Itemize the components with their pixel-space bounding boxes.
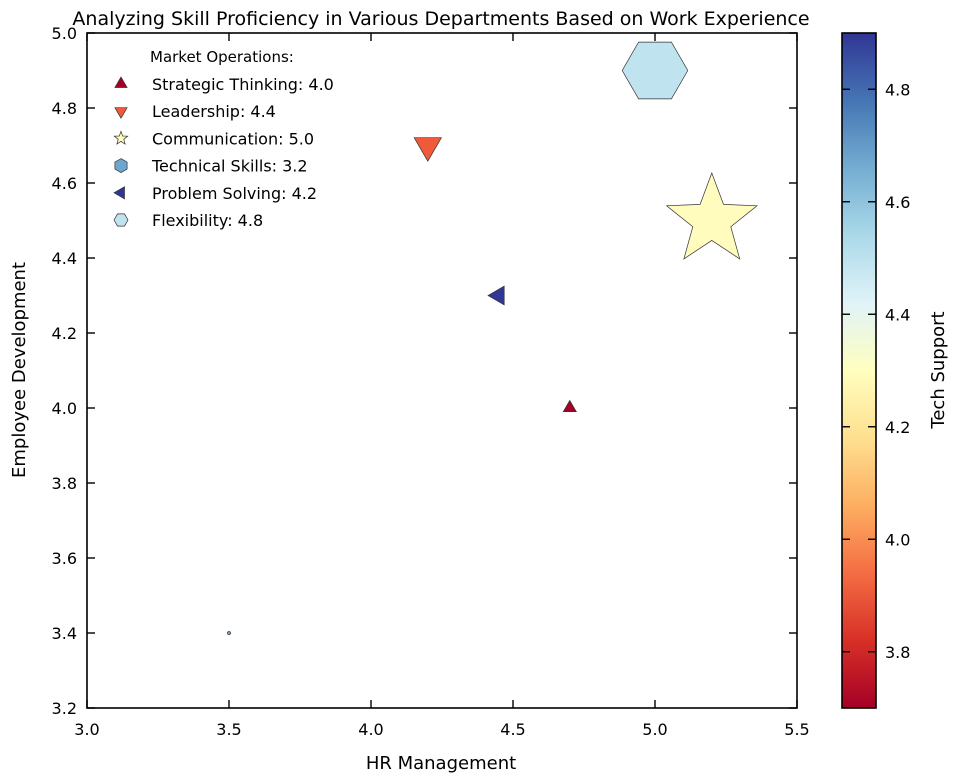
legend-marker — [114, 107, 128, 119]
colorbar-label: Tech Support — [928, 311, 949, 429]
data-point-flexibility — [621, 41, 689, 100]
legend-title: Market Operations: — [150, 48, 294, 66]
plot-frame — [86, 32, 798, 709]
y-axis: 3.2 3.4 3.6 3.8 4.0 4.2 4.4 4.6 4.8 5.0 — [52, 24, 797, 718]
x-tick-label: 4.5 — [500, 720, 525, 739]
legend-label: Problem Solving: 4.2 — [152, 184, 317, 203]
y-tick-label: 3.6 — [52, 549, 77, 568]
y-axis-title: Employee Development — [9, 262, 30, 478]
colorbar-tick-label: 4.8 — [885, 80, 910, 99]
data-points — [227, 41, 758, 636]
colorbar-fill — [842, 33, 876, 708]
x-tick-label: 3.0 — [74, 720, 99, 739]
y-tick-label: 4.0 — [52, 399, 77, 418]
legend-marker — [114, 76, 128, 88]
data-point-leadership — [413, 137, 443, 162]
x-tick-label: 3.5 — [216, 720, 241, 739]
x-axis: 3.0 3.5 4.0 4.5 5.0 5.5 — [74, 33, 810, 739]
x-tick-label: 5.5 — [784, 720, 809, 739]
colorbar-tick-label: 4.6 — [885, 193, 910, 212]
x-axis-title: HR Management — [366, 753, 516, 774]
data-point-communication — [665, 171, 758, 260]
data-point-technical-skills — [227, 630, 231, 636]
legend-label: Flexibility: 4.8 — [152, 211, 263, 230]
y-tick-label: 3.2 — [52, 699, 77, 718]
legend-label: Technical Skills: 3.2 — [151, 157, 308, 176]
colorbar-tick-label: 4.0 — [885, 530, 910, 549]
colorbar-tick-label: 4.4 — [885, 305, 910, 324]
y-tick-label: 4.6 — [52, 174, 77, 193]
data-point-strategic-thinking — [562, 399, 577, 413]
legend-marker — [113, 213, 129, 227]
y-tick-label: 4.8 — [52, 99, 77, 118]
legend-label: Strategic Thinking: 4.0 — [152, 75, 334, 94]
y-tick-label: 3.8 — [52, 474, 77, 493]
plot-area — [87, 33, 797, 708]
legend-label: Communication: 5.0 — [152, 129, 314, 148]
colorbar: 3.8 4.0 4.2 4.4 4.6 4.8 Tech Support — [841, 32, 949, 709]
y-tick-label: 4.4 — [52, 249, 77, 268]
data-point-problem-solving — [487, 285, 505, 306]
y-tick-label: 3.4 — [52, 624, 77, 643]
legend-marker — [114, 158, 128, 174]
x-tick-label: 4.0 — [358, 720, 383, 739]
colorbar-frame — [841, 32, 877, 709]
colorbar-tick-label: 3.8 — [885, 643, 910, 662]
y-tick-label: 5.0 — [52, 24, 77, 43]
x-tick-label: 5.0 — [642, 720, 667, 739]
legend-marker — [113, 130, 129, 145]
legend: Market Operations: Strategic Thinking: 4… — [113, 48, 334, 230]
legend-label: Leadership: 4.4 — [152, 102, 276, 121]
y-tick-label: 4.2 — [52, 324, 77, 343]
chart-title: Analyzing Skill Proficiency in Various D… — [72, 8, 809, 30]
colorbar-tick-label: 4.2 — [885, 418, 910, 437]
legend-marker — [113, 186, 125, 200]
